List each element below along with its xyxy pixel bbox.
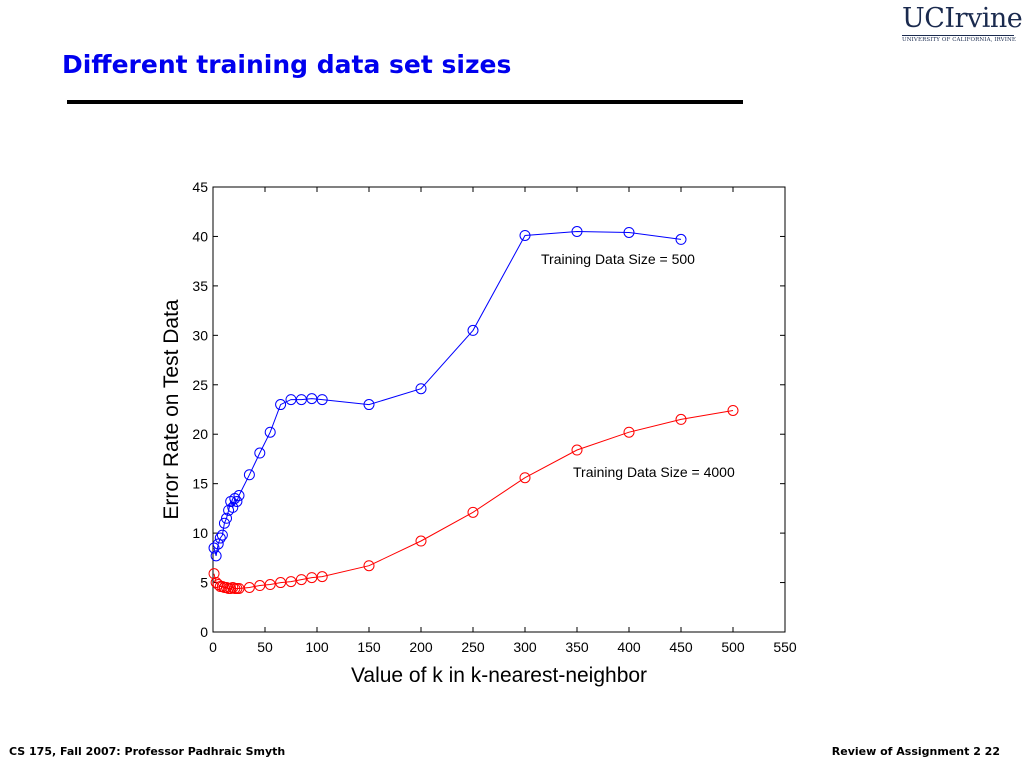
series-1-point bbox=[316, 394, 328, 406]
series-1-point bbox=[623, 226, 635, 238]
y-tick-label: 35 bbox=[192, 278, 208, 294]
x-tick-label: 200 bbox=[409, 639, 433, 655]
series-annotation-1: Training Data Size = 500 bbox=[541, 251, 695, 267]
series-1-point bbox=[216, 529, 228, 541]
series-2-point bbox=[467, 506, 479, 518]
y-tick-label: 10 bbox=[192, 525, 208, 541]
x-tick-label: 550 bbox=[773, 639, 797, 655]
series-1-point bbox=[212, 538, 224, 550]
x-tick-label: 50 bbox=[257, 639, 273, 655]
x-tick-label: 500 bbox=[721, 639, 745, 655]
x-tick-label: 450 bbox=[669, 639, 693, 655]
x-tick-label: 400 bbox=[617, 639, 641, 655]
y-tick-label: 0 bbox=[200, 624, 208, 640]
series-1-point bbox=[254, 447, 266, 459]
y-tick-label: 20 bbox=[192, 426, 208, 442]
series-1-point bbox=[571, 226, 583, 237]
series-1-point bbox=[231, 495, 243, 507]
series-2-point bbox=[519, 472, 531, 484]
series-2-point bbox=[571, 444, 583, 456]
series-1-point bbox=[218, 517, 230, 529]
series-2-point bbox=[285, 576, 297, 588]
series-1-point bbox=[233, 490, 245, 502]
series-2-point bbox=[210, 577, 222, 589]
series-1-point bbox=[210, 550, 222, 562]
x-axis-label: Value of k in k-nearest-neighbor bbox=[351, 664, 647, 687]
series-2-point bbox=[264, 579, 276, 591]
series-1-point bbox=[467, 324, 479, 336]
uci-logo: UCIrvine UNIVERSITY OF CALIFORNIA, IRVIN… bbox=[902, 3, 1023, 48]
series-2-point bbox=[415, 535, 427, 547]
logo-subtitle: UNIVERSITY OF CALIFORNIA, IRVINE bbox=[902, 35, 1017, 43]
footer-page: Review of Assignment 2 22 bbox=[831, 745, 1000, 758]
slide-title: Different training data set sizes bbox=[62, 50, 512, 79]
y-tick-label: 45 bbox=[192, 179, 208, 195]
x-tick-label: 350 bbox=[565, 639, 589, 655]
series-1-point bbox=[243, 469, 255, 481]
x-tick-label: 250 bbox=[461, 639, 485, 655]
series-1-point bbox=[227, 501, 239, 513]
series-2-point bbox=[363, 560, 375, 572]
series-1-point bbox=[221, 512, 233, 524]
series-2-point bbox=[727, 404, 739, 416]
series-1-point bbox=[275, 399, 287, 411]
x-tick-label: 300 bbox=[513, 639, 537, 655]
series-line-1 bbox=[213, 230, 682, 557]
series-1-point bbox=[519, 229, 531, 241]
footer-course: CS 175, Fall 2007: Professor Padhraic Sm… bbox=[9, 745, 286, 758]
series-2-point bbox=[316, 571, 328, 583]
series-1-point bbox=[264, 426, 276, 438]
y-tick-label: 40 bbox=[192, 228, 208, 244]
series-2-point bbox=[295, 574, 307, 586]
series-2-point bbox=[243, 582, 255, 593]
logo-wordmark: UCIrvine bbox=[902, 3, 1023, 34]
y-tick-label: 25 bbox=[192, 377, 208, 393]
x-tick-label: 0 bbox=[209, 639, 217, 655]
series-1-point bbox=[675, 233, 687, 245]
y-axis-label: Error Rate on Test Data bbox=[160, 299, 183, 520]
series-2-point bbox=[623, 426, 635, 438]
y-tick-label: 5 bbox=[200, 575, 208, 591]
series-2-point bbox=[675, 413, 687, 425]
series-annotation-2: Training Data Size = 4000 bbox=[573, 464, 735, 480]
x-tick-label: 150 bbox=[357, 639, 381, 655]
title-underline bbox=[67, 100, 743, 104]
series-1-point bbox=[415, 383, 427, 395]
series-2-point bbox=[208, 568, 220, 580]
series-1-point bbox=[363, 399, 375, 411]
x-tick-label: 100 bbox=[305, 639, 329, 655]
y-tick-label: 30 bbox=[192, 327, 208, 343]
series-1-point bbox=[214, 532, 226, 544]
plot-frame bbox=[212, 186, 786, 633]
series-1-point bbox=[208, 542, 220, 554]
y-tick-label: 15 bbox=[192, 476, 208, 492]
